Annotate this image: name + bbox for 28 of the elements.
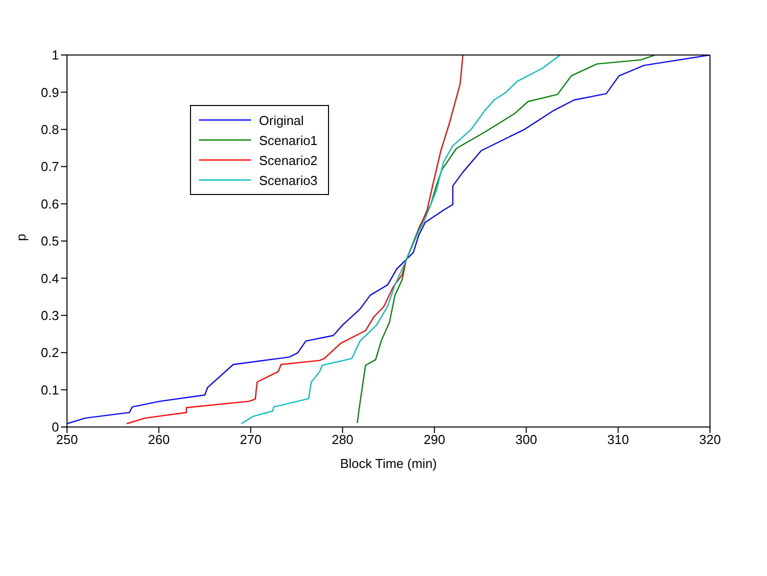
line-series xyxy=(356,55,656,424)
x-tick-label: 250 xyxy=(56,432,78,448)
line-series xyxy=(126,55,464,424)
y-tick-label: 1 xyxy=(52,48,59,63)
y-tick-label: 0.5 xyxy=(40,234,59,249)
legend-label: Scenario2 xyxy=(259,152,318,168)
x-tick-label: 320 xyxy=(699,432,721,448)
line-series xyxy=(240,55,561,424)
x-axis-title: Block Time (min) xyxy=(340,456,437,471)
y-tick-label: 0.6 xyxy=(40,196,59,212)
x-tick-label: 270 xyxy=(240,432,262,448)
legend-label: Scenario1 xyxy=(259,132,318,148)
legend-label: Scenario3 xyxy=(259,172,318,188)
x-tick-label: 280 xyxy=(332,432,354,448)
y-tick-label: 0.4 xyxy=(40,270,59,286)
y-tick-label: 0.8 xyxy=(40,122,59,138)
x-tick-label: 310 xyxy=(607,432,629,448)
y-tick-label: 0.1 xyxy=(40,382,59,398)
x-tick-label: 300 xyxy=(515,432,538,448)
y-tick-label: 0.9 xyxy=(40,84,59,100)
legend-label: Original xyxy=(259,112,304,128)
y-tick-label: 0.3 xyxy=(40,308,59,324)
y-tick-label: 0.7 xyxy=(40,159,59,174)
y-tick-label: 0 xyxy=(52,420,59,435)
x-tick-label: 290 xyxy=(424,432,446,448)
y-tick-label: 0.2 xyxy=(40,345,59,360)
y-axis-title: p xyxy=(14,234,29,241)
x-tick-label: 260 xyxy=(148,432,170,448)
